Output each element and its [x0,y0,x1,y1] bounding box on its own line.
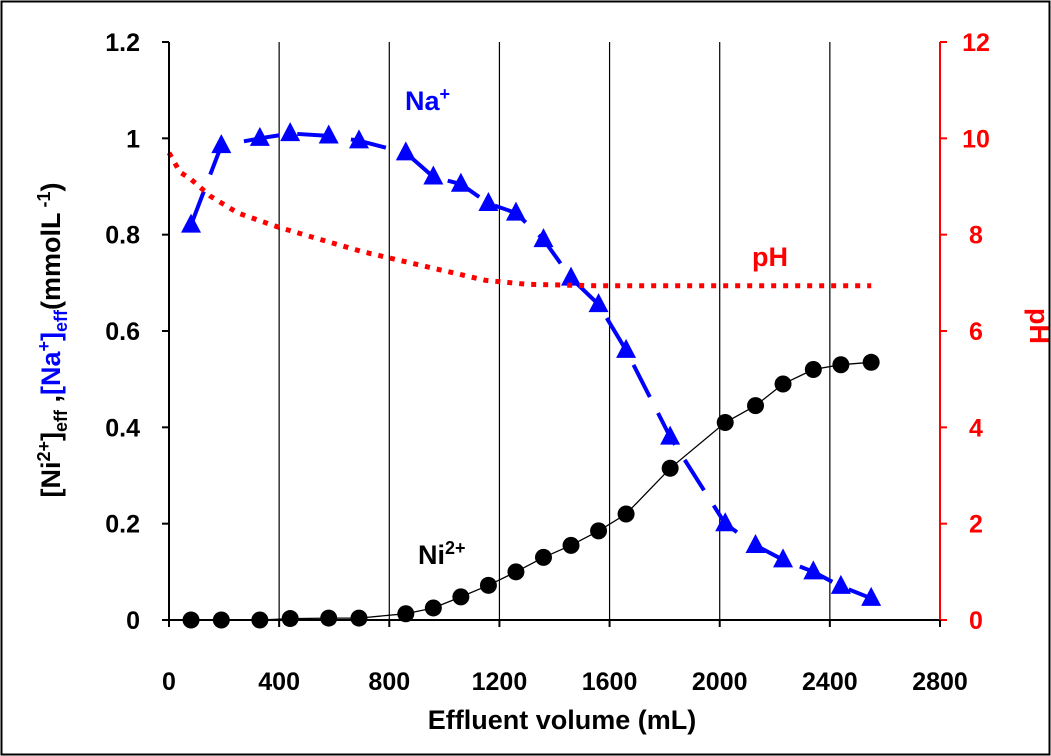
tick-labels: 0 0.2 0.4 0.6 0.8 1 1.2 0 2 4 6 8 10 12 0 400 800 1200 160… [105,29,990,696]
y2-tick-label: 10 [962,125,990,153]
y2-tick-label: 2 [969,511,983,539]
x-axis-title: Effluent volume (mL) [428,705,697,735]
na-point [715,512,736,532]
x-tick-label: 2400 [802,668,858,696]
y2-tick-label: 4 [969,414,983,442]
na-point [280,122,301,142]
na-point [616,338,637,358]
y2-tick-label: 12 [962,29,990,57]
na-point [660,425,681,445]
ni-point [832,356,850,374]
na-point [395,141,416,161]
ni-point [507,563,525,581]
ni-point [397,605,415,623]
y-tick-label: 0.2 [105,511,140,539]
na-point [830,574,851,594]
na-point [505,201,526,221]
na-point [478,191,499,211]
na-point [588,293,609,313]
na-point [450,172,471,192]
na-point [348,129,369,149]
y2-axis-title: pH [1024,308,1051,344]
na-point [745,533,766,553]
ni-series-line [191,361,872,621]
y-tick-label: 1.2 [105,29,140,57]
x-tick-label: 1600 [582,668,638,696]
ni-point [534,548,552,566]
na-label: Na+ [405,84,450,116]
na-point [803,560,824,580]
x-tick-label: 2000 [692,668,748,696]
ni-label: Ni2+ [418,538,466,570]
y-tick-label: 0.6 [105,318,140,346]
na-point [211,134,232,154]
ni-point [562,536,580,554]
y-tick-label: 0.4 [105,414,140,442]
x-tick-label: 400 [258,668,300,696]
ni-point [281,610,299,628]
ni-point [661,459,679,477]
ni-point [479,576,497,594]
ni-point [716,414,734,432]
series-layer [166,122,882,629]
y2-tick-label: 8 [969,222,983,250]
na-point [561,266,582,286]
ph-series-line [166,151,872,289]
na-series-line [189,131,872,601]
axes [162,41,947,627]
ph-label: pH [752,242,788,272]
x-tick-label: 0 [162,668,176,696]
x-tick-label: 2800 [912,668,968,696]
ni-point [320,609,338,627]
na-point [861,586,882,606]
ni-point [804,361,822,379]
ni-point [590,522,608,540]
ni-point [862,353,880,371]
na-point [181,213,202,233]
svg-text:[Ni2+]eff ,[Na+]eff(mmolL -1): [Ni2+]eff ,[Na+]eff(mmolL -1) [34,182,71,497]
na-point [533,228,554,248]
ni-point [452,588,470,606]
na-point [249,126,270,146]
ni-point [617,505,635,523]
na-point [423,165,444,185]
na-point [318,124,339,144]
x-tick-label: 800 [368,668,410,696]
y-axis-title: [Ni2+]eff ,[Na+]eff(mmolL -1) [34,182,71,497]
ni-point [747,397,765,415]
y-tick-label: 0 [126,607,140,635]
y-tick-label: 1 [126,125,140,153]
x-tick-label: 1200 [472,668,528,696]
na-point [773,548,794,568]
y-tick-label: 0.8 [105,222,140,250]
ni-point [350,609,368,627]
y2-tick-label: 6 [969,318,983,346]
y2-tick-label: 0 [969,607,983,635]
ni-point [424,599,442,617]
ni-point [774,375,792,393]
